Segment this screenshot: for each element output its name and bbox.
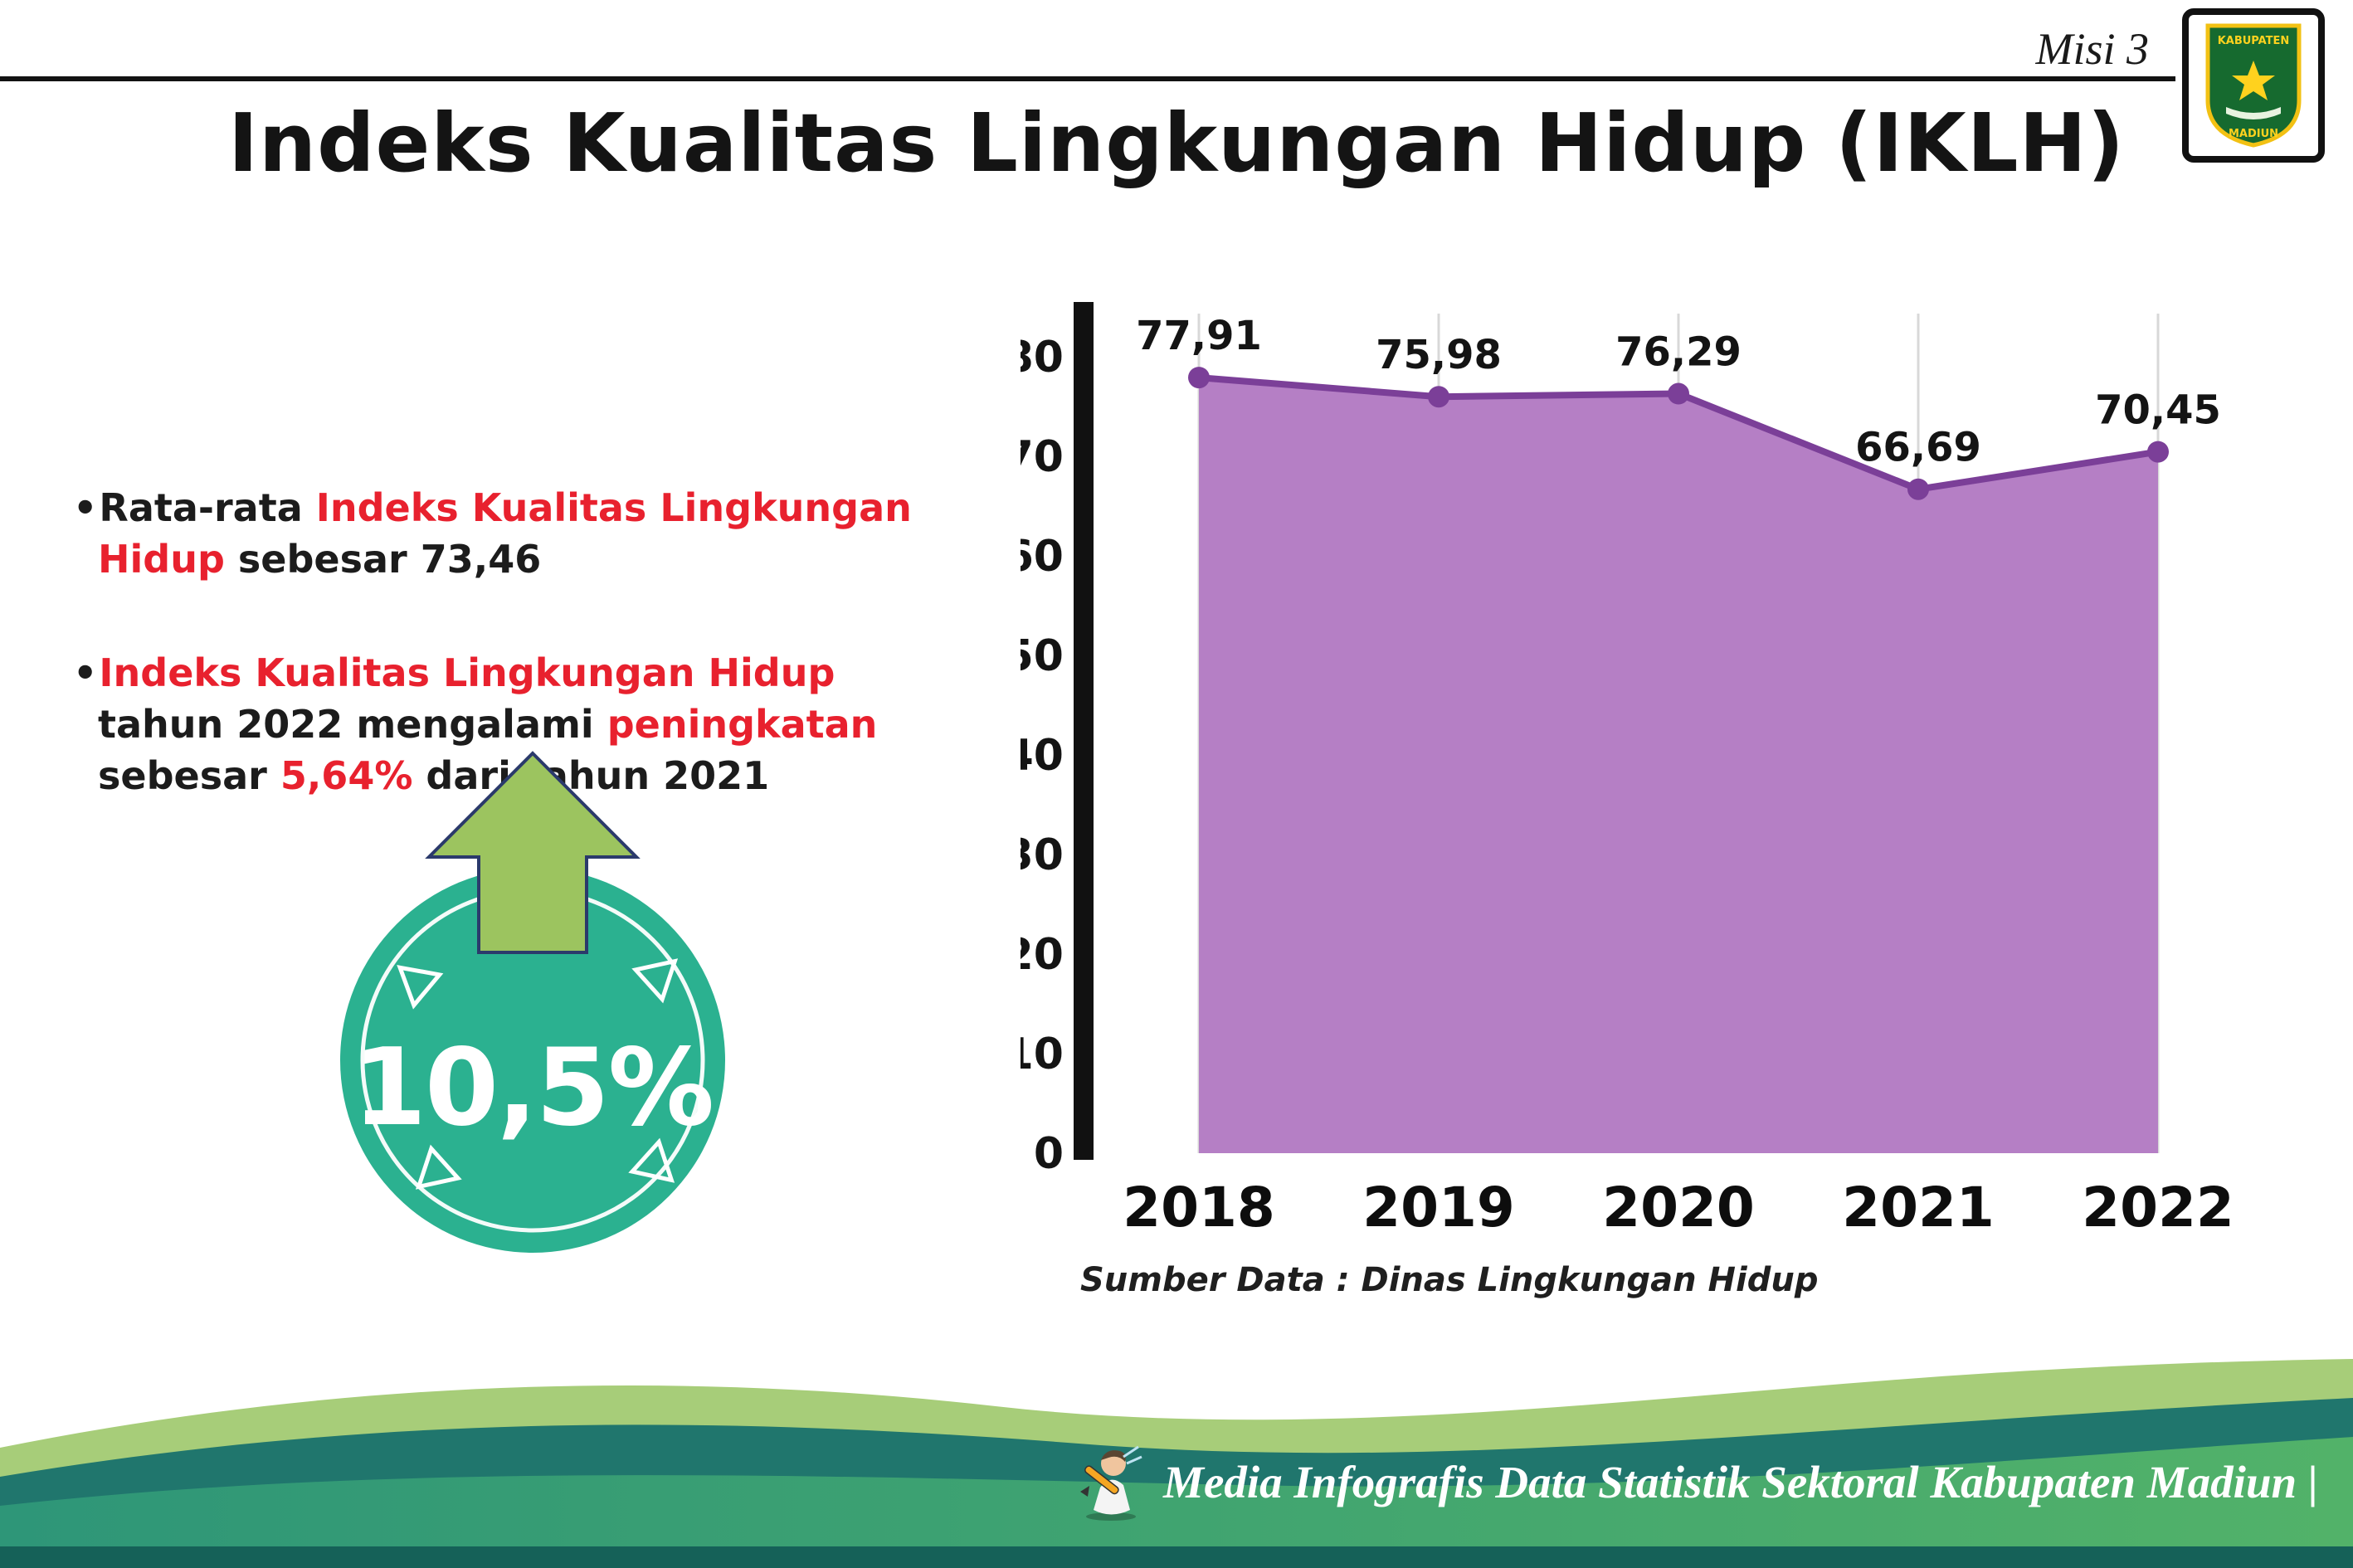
chart-point-label: 77,91 bbox=[1136, 313, 1262, 359]
chart-xtick-label: 2019 bbox=[1362, 1176, 1515, 1239]
chart-ytick-label: 60 bbox=[1021, 532, 1064, 582]
kabupaten-madiun-logo: KABUPATEN MADIUN bbox=[2182, 8, 2325, 163]
chart-xtick-label: 2022 bbox=[2082, 1176, 2234, 1239]
bullet-dot: • bbox=[73, 650, 98, 696]
chart-point bbox=[1668, 382, 1689, 405]
logo-star-icon bbox=[2232, 61, 2275, 100]
misi-label: Misi 3 bbox=[2035, 24, 2149, 74]
chart-xtick-label: 2020 bbox=[1602, 1176, 1755, 1239]
chart-point bbox=[1428, 386, 1449, 408]
bullet-item: •Indeks Kualitas Lingkungan Hidup tahun … bbox=[73, 650, 878, 798]
chart-xtick-label: 2018 bbox=[1123, 1176, 1275, 1239]
bullet-dot: • bbox=[73, 485, 98, 530]
chart-xtick-label: 2021 bbox=[1842, 1176, 1995, 1239]
increase-badge: 10,5% bbox=[340, 751, 725, 1253]
chart-ytick-label: 40 bbox=[1021, 731, 1064, 781]
chart-point bbox=[2147, 441, 2169, 463]
logo-top-text: KABUPATEN bbox=[2218, 35, 2290, 47]
logo-ribbon bbox=[2226, 107, 2281, 119]
chart-ytick-label: 20 bbox=[1021, 930, 1064, 980]
page-title: Indeks Kualitas Lingkungan Hidup (IKLH) bbox=[227, 96, 2126, 190]
chart-point-label: 75,98 bbox=[1376, 332, 1502, 378]
bullet-item: •Rata-rata Indeks Kualitas Lingkungan Hi… bbox=[73, 485, 912, 582]
chart-point bbox=[1188, 367, 1210, 389]
footer-bottom-strip bbox=[0, 1546, 2353, 1568]
badge-triangle-icon bbox=[628, 1137, 675, 1183]
badge-value: 10,5% bbox=[353, 1026, 713, 1150]
mascot-icon bbox=[1080, 1445, 1142, 1521]
chart-point-label: 70,45 bbox=[2095, 387, 2221, 434]
chart-point-label: 66,69 bbox=[1855, 425, 1981, 471]
iklh-area-chart: 0 10 20 30 40 50 60 70 80 77,91 75,98 76,29 66,69 70,… bbox=[1021, 302, 2234, 1239]
chart-ytick-label: 80 bbox=[1021, 333, 1064, 382]
badge-triangle-icon bbox=[397, 965, 444, 1010]
badge-triangle-icon bbox=[415, 1144, 462, 1190]
chart-point-label: 76,29 bbox=[1615, 329, 1742, 376]
footer-waves bbox=[0, 1359, 2353, 1568]
header-divider bbox=[0, 76, 2175, 81]
bullet-list: •Rata-rata Indeks Kualitas Lingkungan Hi… bbox=[73, 483, 948, 864]
chart-ytick-label: 70 bbox=[1021, 432, 1064, 482]
footer: Media Infografis Data Statistik Sektoral… bbox=[1075, 1442, 2318, 1522]
badge-triangle-icon bbox=[631, 958, 679, 1004]
chart-ytick-label: 30 bbox=[1021, 830, 1064, 880]
footer-text: Media Infografis Data Statistik Sektoral… bbox=[1163, 1456, 2318, 1507]
logo-shield-icon: KABUPATEN MADIUN bbox=[2205, 23, 2302, 148]
logo-bottom-text: MADIUN bbox=[2229, 128, 2278, 140]
chart-ytick-label: 50 bbox=[1021, 631, 1064, 681]
chart-area bbox=[1199, 377, 2158, 1153]
wave-main-green bbox=[0, 1437, 2353, 1568]
chart-ytick-label: 10 bbox=[1021, 1030, 1064, 1079]
chart-ytick-label: 0 bbox=[1034, 1129, 1064, 1179]
up-arrow-icon bbox=[425, 751, 641, 954]
chart-source: Sumber Data : Dinas Lingkungan Hidup bbox=[1080, 1261, 1819, 1299]
chart-y-axis bbox=[1074, 302, 1094, 1160]
chart-point bbox=[1907, 478, 1929, 500]
